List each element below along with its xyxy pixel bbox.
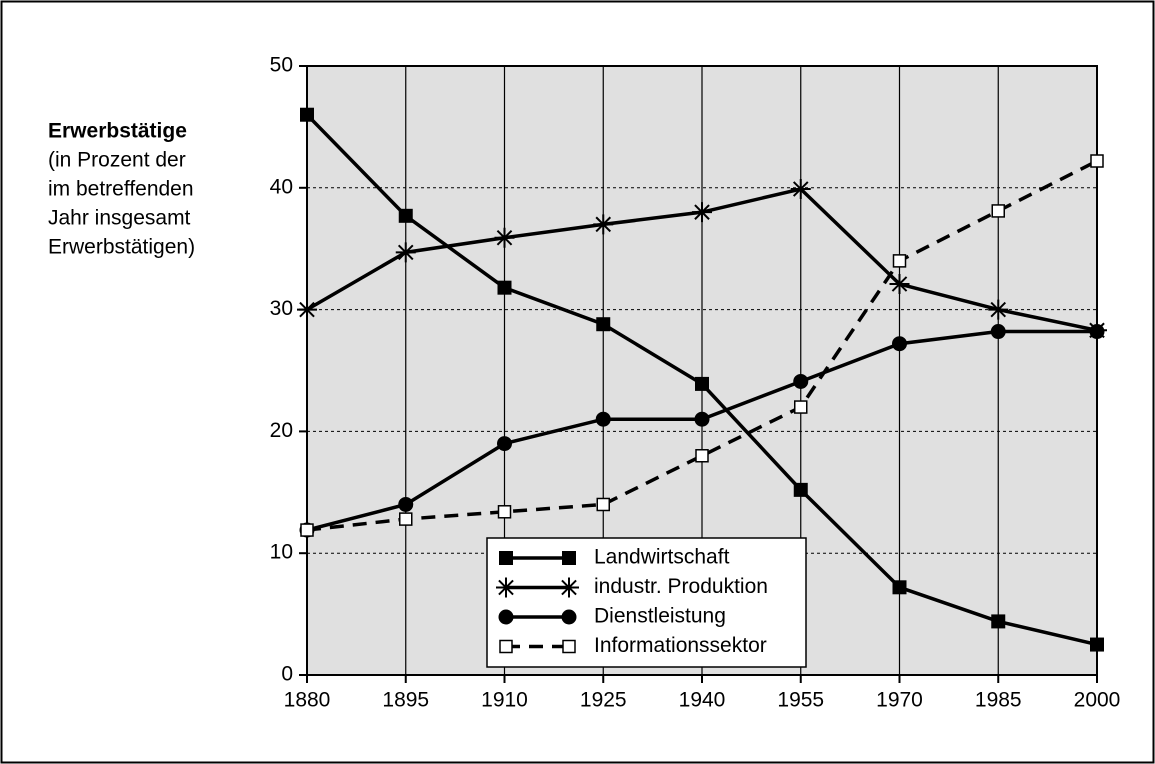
series-line (306, 159, 1098, 532)
marker (790, 179, 811, 200)
legend-label: Informationssektor (594, 634, 767, 657)
marker (499, 639, 513, 654)
marker (695, 376, 709, 391)
marker (562, 639, 576, 654)
marker (596, 317, 611, 332)
marker (793, 482, 808, 497)
y-tick-label: 30 (270, 297, 293, 320)
marker (398, 208, 413, 223)
y-tick-label: 50 (270, 54, 293, 77)
marker (499, 551, 513, 565)
marker (395, 242, 416, 263)
marker (892, 580, 907, 595)
marker (497, 436, 512, 452)
x-tick-label: 1955 (777, 689, 824, 712)
marker (593, 214, 614, 235)
marker (300, 107, 314, 122)
x-tick-label: 1925 (580, 689, 627, 712)
marker (991, 204, 1005, 218)
marker (498, 609, 514, 625)
y-tick-label: 10 (270, 541, 293, 564)
marker (398, 496, 414, 512)
marker (695, 449, 709, 463)
marker (793, 373, 809, 389)
marker (694, 411, 710, 427)
x-tick-label: 1895 (382, 689, 429, 712)
marker (990, 324, 1006, 340)
legend-label: Landwirtschaft (594, 546, 730, 569)
x-tick-label: 1940 (679, 689, 726, 712)
marker (562, 551, 576, 565)
y-axis-note: im betreffenden (48, 178, 194, 201)
y-axis-note: (in Prozent der (48, 149, 186, 172)
marker (595, 411, 611, 427)
marker (300, 523, 314, 537)
marker (1089, 324, 1105, 340)
y-axis-label: Erwerbstätige (48, 120, 187, 143)
y-axis-note: Jahr insgesamt (48, 207, 191, 230)
marker (496, 577, 516, 598)
marker (1090, 154, 1104, 168)
marker (497, 280, 512, 295)
legend: Landwirtschaft industr. Produktion Dienstl… (486, 537, 807, 668)
marker (892, 254, 907, 268)
legend-label: Dienstleistung (594, 605, 726, 628)
marker (297, 299, 317, 320)
y-tick-label: 40 (270, 175, 293, 198)
x-tick-label: 1880 (284, 689, 331, 712)
y-tick-label: 0 (281, 663, 293, 686)
marker (988, 299, 1009, 320)
x-tick-label: 1970 (876, 689, 923, 712)
marker (991, 614, 1006, 629)
marker (892, 336, 907, 352)
x-tick-label: 1910 (481, 689, 528, 712)
x-tick-label: 1985 (975, 689, 1022, 712)
marker (561, 609, 577, 625)
marker (1090, 637, 1104, 652)
plot-border (306, 65, 1098, 676)
marker (559, 577, 579, 598)
marker (794, 400, 808, 414)
marker (596, 497, 610, 512)
y-tick-label: 20 (270, 419, 293, 442)
x-tick-label: 2000 (1074, 689, 1121, 712)
marker (497, 505, 512, 519)
marker (692, 202, 712, 223)
marker (494, 227, 515, 248)
y-axis-note: Erwerbstätigen) (48, 236, 195, 259)
legend-label: industr. Produktion (594, 575, 768, 598)
marker (889, 274, 910, 295)
marker (399, 512, 413, 526)
